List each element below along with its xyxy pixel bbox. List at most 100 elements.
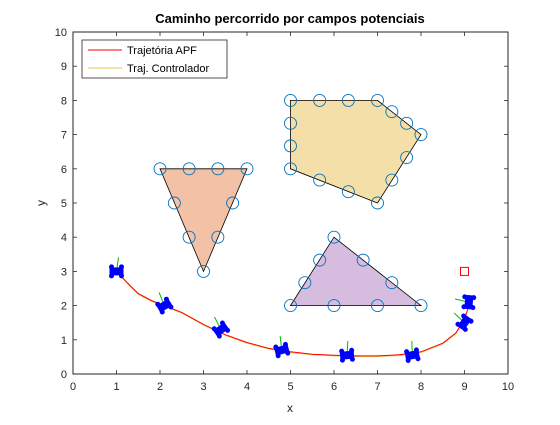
x-tick-label: 6 [331, 381, 337, 393]
robot-wheel [275, 353, 281, 359]
obstacle-triangle [289, 236, 423, 307]
y-tick-label: 2 [61, 301, 67, 313]
y-tick-label: 1 [61, 335, 67, 347]
legend-box [81, 39, 228, 79]
obstacle-sample-circle [284, 116, 297, 130]
robot-marker [211, 316, 231, 339]
obstacle-sample-circle [211, 230, 225, 244]
robot-marker [109, 257, 124, 279]
y-tick-label: 0 [61, 369, 67, 381]
obstacle-sample-circle [284, 93, 297, 107]
x-tick-label: 3 [200, 381, 206, 393]
obstacle-sample-circle [414, 128, 428, 142]
x-tick-label: 9 [461, 381, 467, 393]
obstacle-sample-circle [211, 162, 225, 176]
obstacle-sample-circle [341, 93, 355, 107]
robot-wheel [216, 333, 222, 339]
x-tick-label: 2 [157, 381, 163, 393]
robot-wheel [119, 264, 124, 270]
robot-wheel [219, 320, 225, 326]
x-tick-label: 8 [418, 381, 424, 393]
y-axis-label: y [34, 200, 48, 206]
robot-marker [453, 312, 474, 332]
obstacle-triangle-down [159, 168, 248, 273]
legend-label-controlador: Traj. Controlador [127, 63, 209, 75]
robot-wheel [413, 347, 419, 353]
y-tick-label: 10 [55, 27, 67, 39]
robot-marker [339, 341, 355, 363]
x-tick-label: 5 [287, 381, 293, 393]
robot-wheel [471, 295, 477, 301]
obstacle-sample-circle [371, 299, 384, 313]
robot-marker [155, 292, 174, 315]
obstacle-sample-circle [182, 162, 196, 176]
robot-wheel [349, 347, 355, 353]
robot-wheel [168, 304, 174, 310]
goal-marker [460, 266, 469, 276]
obstacle-sample-circle [327, 299, 341, 313]
obstacle-sample-circle [284, 139, 297, 153]
robot-wheel [405, 357, 411, 363]
obstacle-sample-circle [226, 196, 240, 210]
robot-marker [454, 294, 477, 311]
obstacle-sample-circle [341, 185, 355, 199]
y-tick-label: 8 [61, 95, 67, 107]
x-axis-label: x [287, 401, 293, 415]
robot-wheel [404, 349, 410, 355]
robot-wheel [339, 348, 345, 354]
obstacle-sample-circle [167, 196, 181, 210]
obstacle-sample-circle [400, 151, 414, 164]
obstacle-sample-circle [153, 162, 167, 176]
obstacle-sample-circle [284, 162, 297, 176]
legend-label-apf: Trajetória APF [127, 45, 197, 57]
robot-wheel [109, 273, 114, 279]
robot-wheel [285, 350, 291, 356]
chart-title: Caminho percorrido por campos potenciais [155, 11, 424, 26]
y-tick-label: 3 [61, 266, 67, 278]
robot-body [109, 267, 124, 276]
x-tick-label: 7 [374, 381, 380, 393]
robot-wheel [468, 318, 474, 324]
robot-wheel [211, 326, 217, 332]
obstacle-sample-circle [385, 173, 399, 187]
robot-wheel [349, 356, 355, 362]
obstacle-sample-circle [182, 230, 196, 244]
obstacle-sample-circle [371, 93, 384, 107]
obstacle-sample-circle [385, 276, 399, 290]
obstacle-sample-circle [313, 93, 327, 107]
plot-area [73, 32, 508, 374]
robot-body [212, 322, 229, 337]
x-tick-label: 0 [70, 381, 76, 393]
obstacle-sample-circle [356, 253, 370, 267]
robot-wheel [462, 294, 468, 300]
robot-wheel [159, 309, 165, 315]
obstacle-sample-circle [385, 105, 399, 119]
robot-wheel [462, 326, 468, 332]
robot-wheel [415, 356, 421, 362]
y-tick-label: 4 [61, 232, 67, 244]
y-tick-label: 7 [61, 130, 67, 142]
robot-wheel [119, 273, 124, 279]
x-tick-label: 4 [244, 381, 250, 393]
robot-wheel [109, 264, 114, 270]
obstacle-sample-circle [313, 253, 327, 267]
obstacle-sample-circle [414, 299, 428, 313]
robot-wheel [225, 327, 231, 333]
obstacle-sample-circle [327, 230, 341, 244]
robot-body [156, 298, 173, 313]
y-tick-label: 5 [61, 198, 67, 210]
robot-wheel [163, 296, 169, 302]
robot-body [457, 314, 472, 331]
x-tick-label: 10 [502, 381, 514, 393]
x-tick-label: 1 [113, 381, 119, 393]
robot-wheel [273, 344, 279, 350]
obstacle-sample-circle [298, 276, 312, 290]
obstacle-sample-circle [313, 173, 327, 187]
obstacle-pentagon [290, 100, 422, 204]
obstacle-sample-circle [240, 162, 254, 176]
robot-wheel [339, 357, 345, 363]
robot-wheel [461, 313, 467, 319]
robot-wheel [455, 321, 461, 327]
